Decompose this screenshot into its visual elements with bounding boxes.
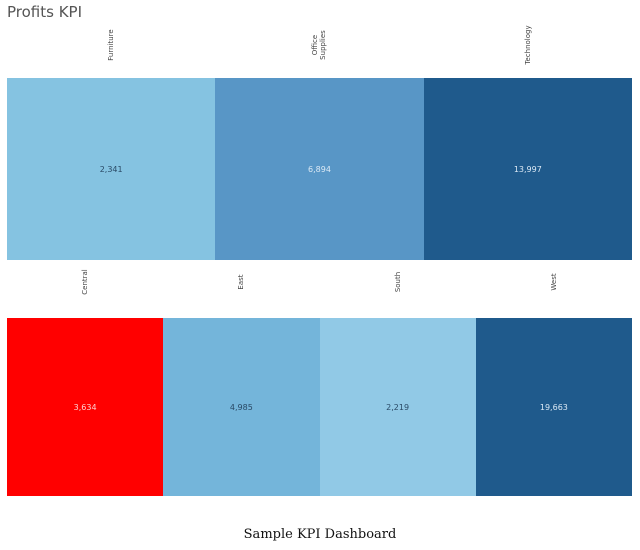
kpi-tile-west[interactable]: 19,663 <box>475 318 632 496</box>
dashboard-title: Profits KPI <box>7 3 83 21</box>
region-header-cell: Central <box>7 250 163 312</box>
region-header-cell: West <box>476 250 632 312</box>
category-header-cell: Furniture <box>7 10 215 75</box>
category-label: Furniture <box>107 29 116 61</box>
category-header-cell: Office Supplies <box>215 10 423 75</box>
region-label: East <box>237 274 246 290</box>
kpi-tile-east[interactable]: 4,985 <box>163 318 320 496</box>
region-label: South <box>393 271 402 293</box>
region-header-cell: East <box>163 250 319 312</box>
category-kpi-row: 2,341 6,894 13,997 <box>7 78 632 260</box>
figure-caption: Sample KPI Dashboard <box>243 527 397 542</box>
region-header-cell: South <box>320 250 476 312</box>
kpi-tile-central[interactable]: 3,634 <box>7 318 164 496</box>
region-label: West <box>549 273 558 291</box>
category-label: Technology <box>523 25 532 65</box>
region-kpi-row: 3,634 4,985 2,219 19,663 <box>7 318 632 496</box>
kpi-tile-furniture[interactable]: 2,341 <box>7 78 216 260</box>
category-header: Furniture Office Supplies Technology <box>7 10 632 75</box>
kpi-tile-technology[interactable]: 13,997 <box>423 78 632 260</box>
kpi-tile-south[interactable]: 2,219 <box>319 318 476 496</box>
category-label: Office Supplies <box>311 30 328 60</box>
category-header-cell: Technology <box>424 10 632 75</box>
region-header: Central East South West <box>7 250 632 312</box>
region-label: Central <box>81 269 90 295</box>
kpi-tile-office-supplies[interactable]: 6,894 <box>215 78 424 260</box>
